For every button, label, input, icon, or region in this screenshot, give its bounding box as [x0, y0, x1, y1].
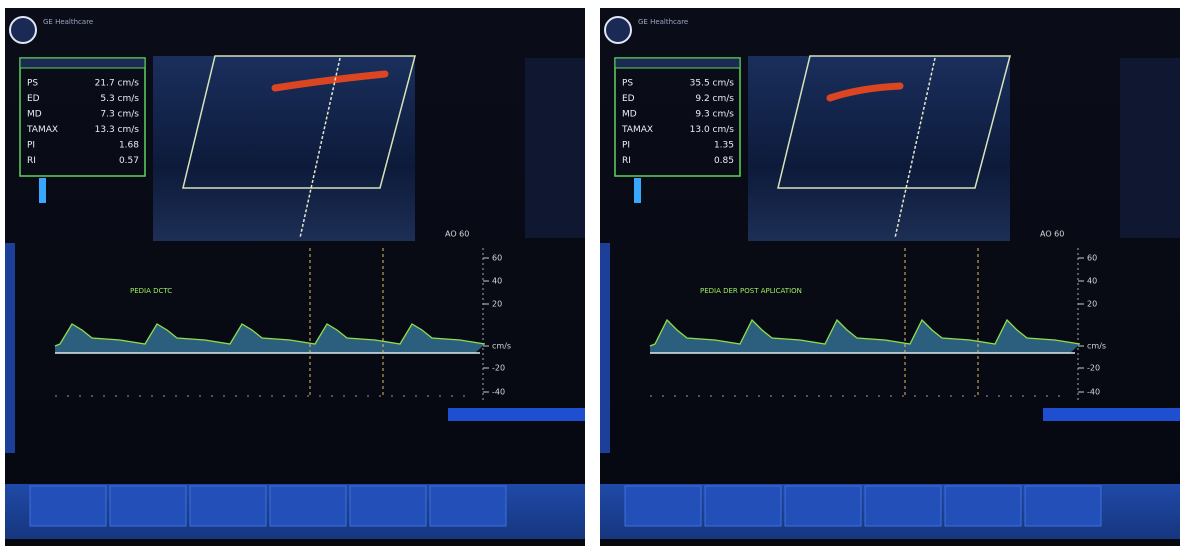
measurement-label: ED	[622, 94, 635, 104]
menu-button[interactable]	[30, 486, 106, 526]
screens: GE Healthcare PS 21.7 cm/s ED 5.3 cm/s MD 7.3 …	[0, 0, 1187, 546]
measurement-value: 5.3 cm/s	[100, 94, 139, 104]
ge-logo	[10, 17, 36, 43]
scale-label: cm/s	[1087, 342, 1106, 351]
measurement-label: PS	[27, 79, 38, 89]
side-strip	[5, 243, 15, 453]
measurement-value: 35.5 cm/s	[690, 79, 735, 89]
measurement-header	[20, 58, 145, 68]
measurement-value: 13.3 cm/s	[95, 125, 140, 135]
measurement-value: 9.2 cm/s	[695, 94, 734, 104]
scale-label: 20	[1087, 300, 1097, 309]
scale-label: 40	[1087, 277, 1097, 286]
status-bar	[1043, 408, 1180, 421]
angle: AO 60	[445, 230, 469, 239]
menu-button[interactable]	[705, 486, 781, 526]
scale-label: cm/s	[492, 342, 511, 351]
measurement-value: 0.57	[119, 156, 139, 166]
menu-button[interactable]	[190, 486, 266, 526]
scale-label: -20	[492, 364, 505, 373]
menu-button[interactable]	[625, 486, 701, 526]
scale-label: 20	[492, 300, 502, 309]
measurement-label: MD	[27, 110, 42, 120]
menu-button[interactable]	[1025, 486, 1101, 526]
brand: GE Healthcare	[43, 18, 93, 26]
measurement-label: PI	[27, 141, 35, 151]
ultrasound-screen: GE Healthcare PS 21.7 cm/s ED 5.3 cm/s MD 7.3 …	[5, 8, 585, 546]
spectrum-label: PEDIA DER POST APLICATION	[700, 287, 802, 295]
page: GE Healthcare PS 21.7 cm/s ED 5.3 cm/s MD 7.3 …	[0, 0, 1187, 546]
measurement-label: RI	[27, 156, 36, 166]
right-controls	[1120, 58, 1180, 238]
measurement-label: MD	[622, 110, 637, 120]
spectrum-label: PEDIA DCTC	[130, 287, 172, 295]
scale-label: -20	[1087, 364, 1100, 373]
measurement-value: 1.68	[119, 141, 139, 151]
measurement-value: 0.85	[714, 156, 734, 166]
menu-button[interactable]	[110, 486, 186, 526]
measurement-header	[615, 58, 740, 68]
color-bar	[39, 178, 46, 203]
measurement-label: PS	[622, 79, 633, 89]
menu-button[interactable]	[785, 486, 861, 526]
status-bar	[448, 408, 585, 421]
measurement-value: 9.3 cm/s	[695, 110, 734, 120]
measurement-label: PI	[622, 141, 630, 151]
side-strip	[600, 243, 610, 453]
scale-label: 60	[1087, 254, 1097, 263]
scale-label: -40	[492, 388, 505, 397]
menu-button[interactable]	[350, 486, 426, 526]
measurement-value: 1.35	[714, 141, 734, 151]
brand: GE Healthcare	[638, 18, 688, 26]
menu-button[interactable]	[865, 486, 941, 526]
menu-button[interactable]	[430, 486, 506, 526]
scale-label: 40	[492, 277, 502, 286]
measurement-label: RI	[622, 156, 631, 166]
measurement-label: TAMAX	[621, 125, 653, 135]
angle: AO 60	[1040, 230, 1064, 239]
measurement-value: 21.7 cm/s	[95, 79, 140, 89]
menu-button[interactable]	[945, 486, 1021, 526]
scale-label: 60	[492, 254, 502, 263]
measurement-value: 13.0 cm/s	[690, 125, 735, 135]
ultrasound-screen: GE Healthcare PS 35.5 cm/s ED 9.2 cm/s MD 9.3 …	[600, 8, 1180, 546]
scale-label: -40	[1087, 388, 1100, 397]
menu-button[interactable]	[270, 486, 346, 526]
color-bar	[634, 178, 641, 203]
measurement-label: TAMAX	[26, 125, 58, 135]
ge-logo	[605, 17, 631, 43]
measurement-label: ED	[27, 94, 40, 104]
right-controls	[525, 58, 585, 238]
measurement-value: 7.3 cm/s	[100, 110, 139, 120]
